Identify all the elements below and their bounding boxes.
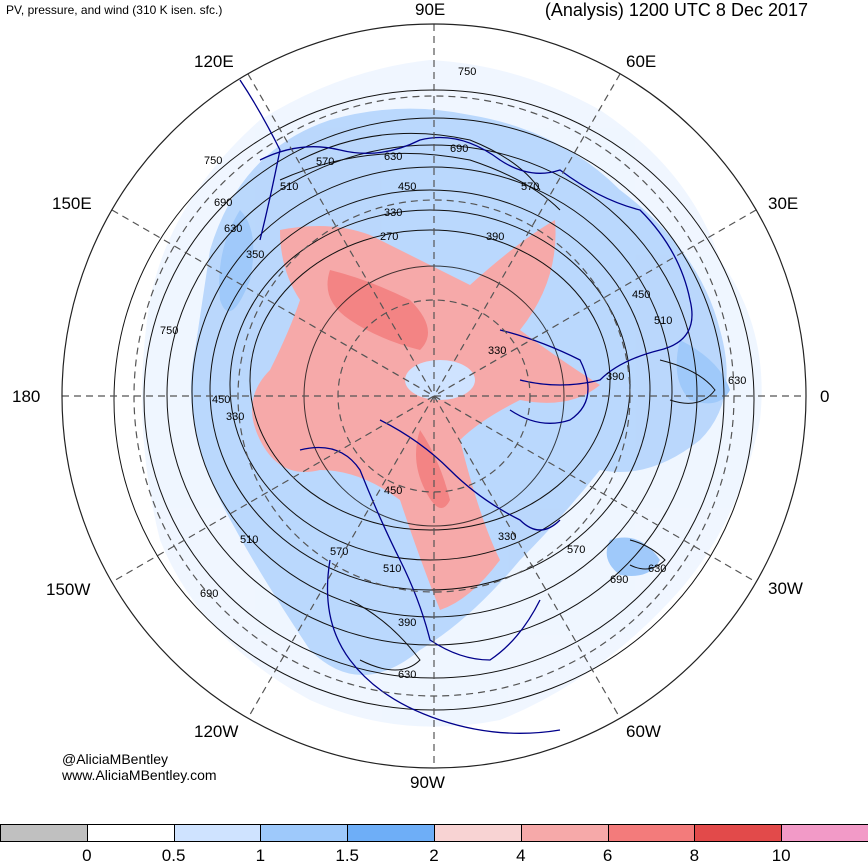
- colorbar-tick-label: 8: [689, 846, 700, 865]
- contour-label: 570: [316, 156, 334, 168]
- contour-label: 510: [654, 315, 672, 327]
- contour-label: 390: [606, 371, 624, 383]
- contour-label: 270: [380, 231, 398, 243]
- colorbar-segment: [86, 824, 175, 842]
- colorbar-segment: [173, 824, 262, 842]
- lon-label-150w: 150W: [46, 580, 91, 599]
- contour-label: 450: [212, 394, 230, 406]
- credit-website: www.AliciaMBentley.com: [62, 767, 217, 783]
- lon-label-0: 0: [820, 387, 830, 406]
- analysis-time-title: (Analysis) 1200 UTC 8 Dec 2017: [544, 0, 808, 20]
- contour-label: 390: [486, 231, 504, 243]
- contour-label: 630: [728, 375, 746, 387]
- contour-label: 750: [458, 66, 476, 78]
- colorbar-segment: [694, 824, 783, 842]
- lon-label-120e: 120E: [194, 52, 234, 71]
- lon-label-150e: 150E: [52, 194, 92, 213]
- contour-labels: 750 630 690 570 450 570 510 330 270 390 …: [160, 66, 746, 681]
- lon-label-30e: 30E: [768, 194, 799, 213]
- contour-label: 630: [384, 151, 402, 163]
- colorbar-segment: [607, 824, 696, 842]
- contour-label: 690: [450, 143, 468, 155]
- colorbar-segment: [347, 824, 435, 842]
- contour-label: 630: [224, 223, 242, 235]
- contour-label: 330: [488, 345, 506, 357]
- lon-label-90e: 90E: [415, 0, 446, 19]
- contour-label: 450: [384, 485, 402, 497]
- lon-label-60w: 60W: [626, 722, 661, 741]
- contour-label: 510: [383, 563, 401, 575]
- contour-label: 510: [240, 534, 258, 546]
- polar-stereographic-map: 750 630 690 570 450 570 510 330 270 390 …: [61, 23, 807, 769]
- lon-label-120w: 120W: [194, 722, 239, 741]
- graticule: [62, 24, 806, 768]
- colorbar-tick-label: 4: [516, 846, 526, 865]
- contour-label: 750: [204, 155, 222, 167]
- colorbar-segment: [260, 824, 349, 842]
- map-title: PV, pressure, and wind (310 K isen. sfc.…: [6, 3, 223, 17]
- colorbar-tick-label: 1.5: [335, 846, 360, 865]
- contour-label: 510: [280, 181, 298, 193]
- colorbar-tick-label: 10: [771, 846, 791, 865]
- lon-label-60e: 60E: [626, 52, 657, 71]
- lon-label-30w: 30W: [768, 579, 803, 598]
- colorbar-tick-label: 6: [602, 846, 613, 865]
- contour-label: 570: [567, 544, 585, 556]
- contour-label: 330: [384, 207, 402, 219]
- credit-handle: @AliciaMBentley: [62, 751, 169, 767]
- contour-label: 630: [398, 669, 416, 681]
- colorbar-segment: [434, 824, 522, 842]
- colorbar-tick-label: 1: [255, 846, 266, 865]
- coastlines: [239, 79, 693, 734]
- pv-colorbar: [0, 824, 868, 844]
- contour-label: 570: [330, 546, 348, 558]
- contour-label: 690: [214, 197, 232, 209]
- contour-label: 690: [610, 574, 628, 586]
- contour-label: 330: [498, 531, 516, 543]
- colorbar-segment: [0, 824, 88, 842]
- contour-label: 630: [648, 563, 666, 575]
- pv-shading-darkred: [327, 270, 450, 508]
- contour-label: 570: [521, 181, 539, 193]
- contour-label: 390: [398, 617, 416, 629]
- colorbar-segment: [781, 824, 868, 842]
- colorbar-tick-label: 2: [429, 846, 439, 865]
- contour-label: 450: [398, 181, 416, 193]
- contour-label: 690: [200, 588, 218, 600]
- contour-label: 450: [632, 289, 650, 301]
- map-boundary: [61, 23, 807, 769]
- contour-label: 350: [246, 249, 264, 261]
- colorbar-segment: [520, 824, 609, 842]
- contour-label: 750: [160, 325, 178, 337]
- contour-label: 330: [226, 411, 244, 423]
- pv-shading-red: [252, 220, 600, 610]
- lon-label-90w: 90W: [410, 773, 445, 792]
- colorbar-tick-label: 0: [82, 846, 92, 865]
- colorbar-tick-label: 0.5: [161, 846, 186, 865]
- lon-label-180: 180: [12, 387, 41, 406]
